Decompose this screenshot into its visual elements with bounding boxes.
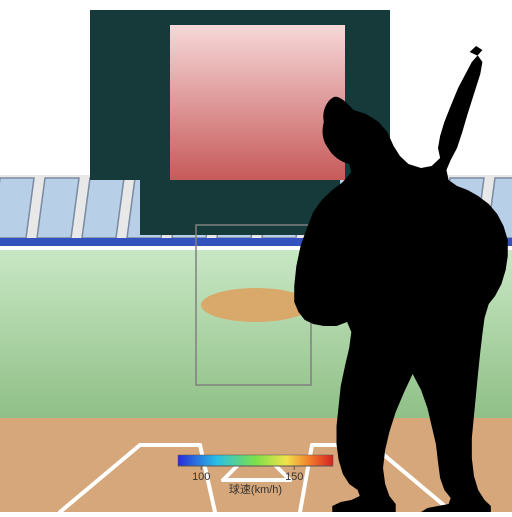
legend-label: 球速(km/h) — [229, 482, 282, 496]
diagram-svg: 100 150球速(km/h) — [0, 0, 512, 512]
legend-tick-label: 100 — [192, 471, 210, 483]
legend-tick-label: 150 — [285, 471, 303, 483]
speed-legend-bar — [178, 455, 333, 466]
pitch-zone-diagram: 100 150球速(km/h) — [0, 0, 512, 512]
stand-panel — [37, 178, 79, 238]
stand-panel — [82, 178, 124, 238]
scoreboard-screen — [170, 25, 345, 180]
